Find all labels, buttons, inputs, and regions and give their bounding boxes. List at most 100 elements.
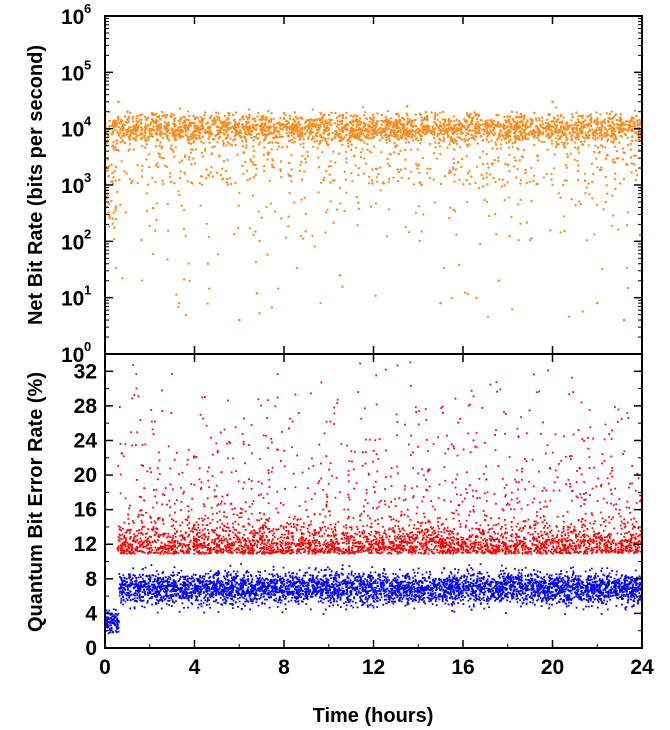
top-data-point <box>595 157 598 160</box>
qber-red-point <box>575 533 577 536</box>
top-data-point <box>610 140 613 143</box>
top-data-point <box>204 111 207 114</box>
top-data-point <box>551 183 554 186</box>
qber-red-point <box>437 436 439 439</box>
qber-red-point <box>487 531 490 534</box>
top-data-point <box>446 123 449 126</box>
top-data-point <box>574 204 577 207</box>
top-data-point <box>182 278 186 281</box>
top-data-point <box>119 203 122 206</box>
top-data-point <box>338 140 341 143</box>
top-data-point <box>577 120 581 123</box>
qber-red-point <box>334 496 337 499</box>
qber-red-point <box>570 523 572 525</box>
qber-red-point <box>308 532 311 534</box>
top-data-point <box>600 138 603 141</box>
qber-red-point <box>588 545 591 547</box>
qber-red-point <box>398 550 401 553</box>
bottom-points-layer <box>105 361 643 635</box>
qber-red-point <box>592 522 595 525</box>
top-data-point <box>550 178 553 181</box>
top-data-point <box>155 133 158 136</box>
top-data-point <box>486 315 490 318</box>
top-data-point <box>563 179 566 182</box>
top-data-point <box>365 117 369 121</box>
top-data-point <box>248 116 251 119</box>
top-data-point <box>281 128 284 131</box>
top-data-point <box>169 172 172 175</box>
qber-red-point <box>413 540 416 542</box>
top-data-point <box>451 129 454 133</box>
top-data-point <box>270 148 273 151</box>
top-data-point <box>482 133 485 136</box>
top-data-point <box>350 148 353 151</box>
qber-red-point <box>549 499 552 502</box>
top-data-point <box>419 142 422 145</box>
top-data-point <box>181 135 185 138</box>
top-data-point <box>447 117 451 121</box>
top-data-point <box>626 136 629 139</box>
top-data-point <box>215 171 219 175</box>
top-data-point <box>364 123 367 126</box>
qber-red-point <box>291 420 294 423</box>
top-data-point <box>374 294 377 297</box>
qber-red-point <box>290 525 293 528</box>
top-data-point <box>468 113 471 117</box>
top-data-point <box>357 201 360 204</box>
top-data-point <box>599 144 603 147</box>
qber-red-point <box>403 545 406 547</box>
top-data-point <box>511 142 514 145</box>
top-data-point <box>307 126 310 129</box>
top-data-point <box>508 115 511 118</box>
qber-red-point <box>474 539 477 542</box>
top-data-point <box>591 131 595 135</box>
top-data-point <box>322 178 325 182</box>
qber-red-point <box>436 517 439 520</box>
top-data-point <box>286 126 289 129</box>
qber-red-point <box>388 505 390 508</box>
top-data-point <box>502 134 505 138</box>
top-data-point <box>140 169 144 172</box>
top-data-point <box>300 116 303 119</box>
top-data-point <box>468 170 471 173</box>
top-data-point <box>524 171 527 175</box>
top-data-point <box>162 182 165 186</box>
qber-red-point <box>257 480 260 483</box>
top-data-point <box>398 118 401 121</box>
top-data-point <box>226 133 230 136</box>
top-data-point <box>186 180 189 183</box>
top-data-point <box>166 202 169 206</box>
top-data-point <box>345 161 348 164</box>
qber-red-point <box>247 518 250 520</box>
qber-red-point <box>131 444 133 447</box>
top-data-point <box>199 175 203 178</box>
qber-red-point <box>381 551 384 554</box>
top-data-point <box>474 181 477 185</box>
top-data-point <box>262 169 266 173</box>
top-data-point <box>299 143 302 146</box>
qber-red-point <box>498 517 500 520</box>
qber-red-point <box>120 538 123 540</box>
top-data-point <box>426 167 429 170</box>
qber-red-point <box>258 528 261 530</box>
top-data-point <box>583 179 587 183</box>
qber-red-point <box>495 381 498 383</box>
top-data-point <box>350 134 353 137</box>
top-data-point <box>499 129 502 132</box>
qber-red-point <box>186 463 189 466</box>
top-data-point <box>147 124 150 127</box>
top-data-point <box>245 126 248 129</box>
qber-red-point <box>376 551 378 554</box>
qber-red-point <box>285 526 287 528</box>
top-data-point <box>600 134 604 137</box>
top-data-point <box>442 136 445 139</box>
qber-red-point <box>561 538 563 540</box>
top-data-point <box>544 130 548 133</box>
top-data-point <box>150 128 153 131</box>
top-data-point <box>191 134 194 137</box>
top-data-point <box>578 200 581 203</box>
top-data-point <box>352 155 356 158</box>
top-data-point <box>307 135 310 138</box>
top-data-point <box>508 170 511 173</box>
top-data-point <box>173 124 176 128</box>
